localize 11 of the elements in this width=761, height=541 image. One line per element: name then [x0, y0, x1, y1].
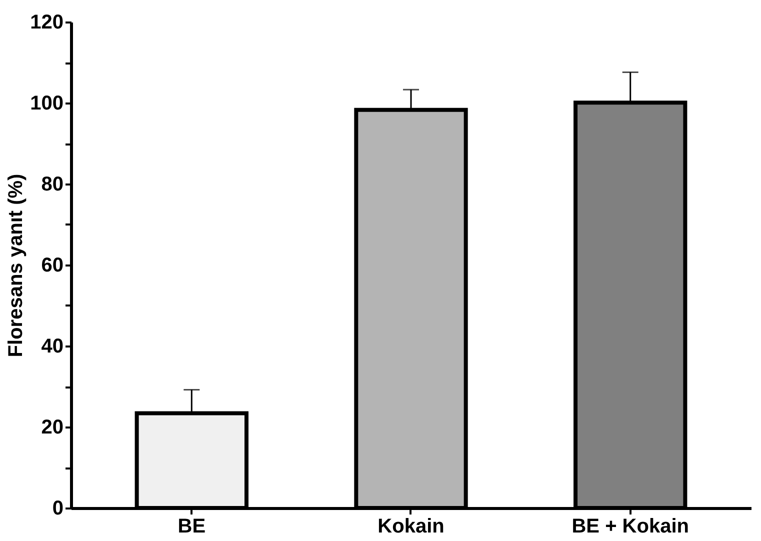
x-tick-label: Kokain	[378, 516, 444, 538]
y-tick-label: 80	[41, 174, 64, 196]
y-tick-label: 40	[41, 336, 64, 358]
y-tick-label: 20	[41, 416, 64, 438]
y-tick-label: 120	[30, 12, 64, 34]
y-tick-label: 0	[52, 498, 64, 520]
y-tick-label: 60	[41, 254, 64, 276]
x-tick-label: BE + Kokain	[572, 516, 689, 538]
x-tick-label: BE	[178, 516, 206, 538]
y-tick-label: 100	[30, 92, 64, 114]
y-axis-title: Floresans yanıt (%)	[5, 174, 28, 358]
